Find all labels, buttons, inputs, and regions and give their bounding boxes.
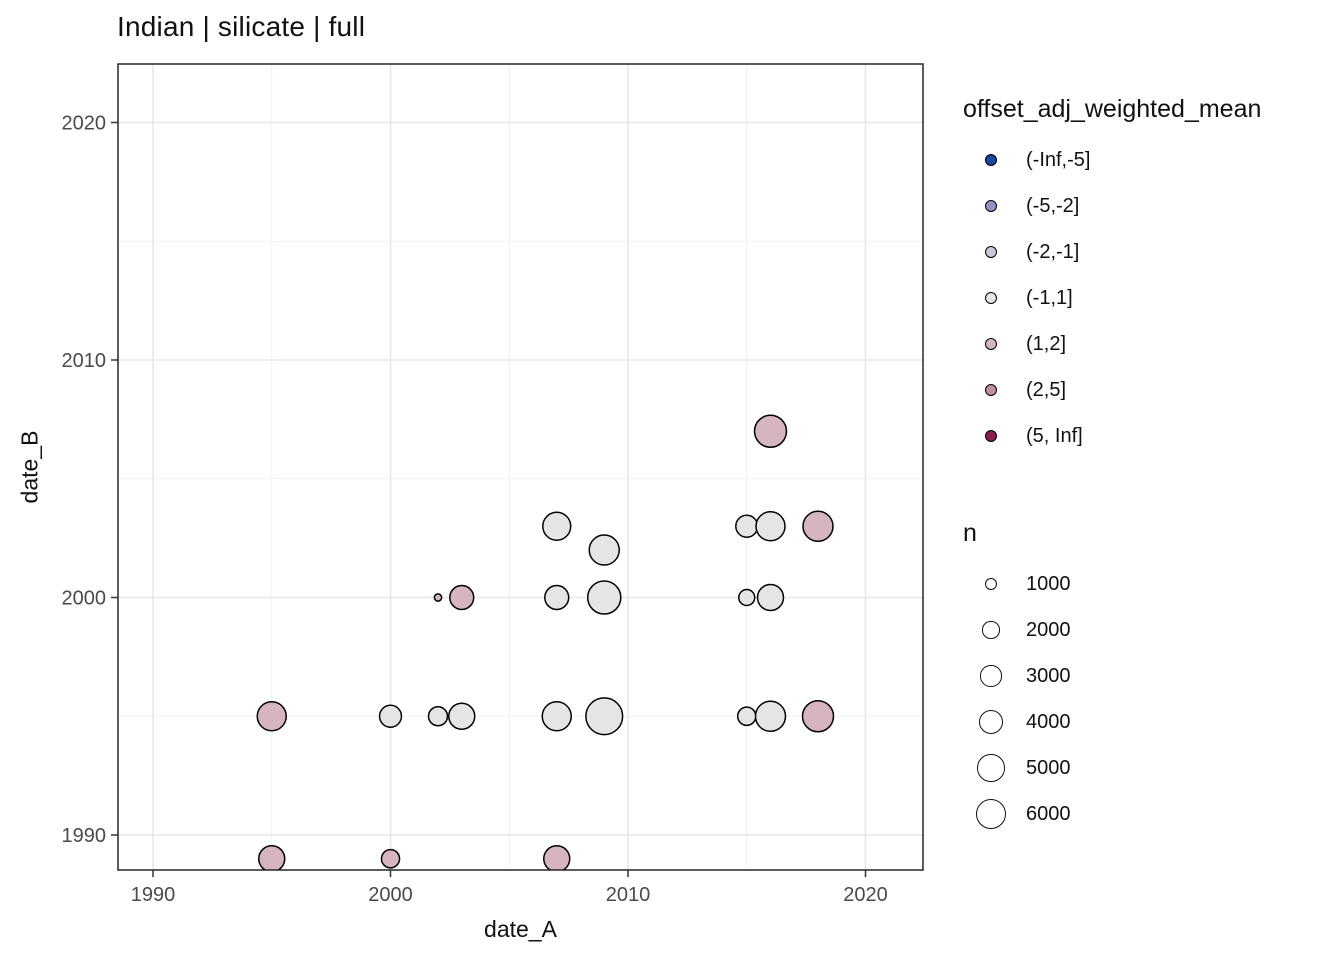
data-point [588,534,620,566]
color-legend-item: (-2,-1] [963,229,1261,275]
data-point [427,706,449,727]
x-tick-label: 2020 [843,884,888,906]
data-point [802,510,834,542]
data-point [378,704,403,728]
color-legend-label: (-Inf,-5] [1026,148,1091,171]
data-point [544,584,570,611]
size-legend-label: 3000 [1026,664,1071,687]
legend-key-box [963,430,1019,442]
data-point [380,848,401,869]
data-point [586,580,622,615]
color-legend-item: (-1,1] [963,275,1261,321]
legend-key-box [963,665,1019,687]
color-legend-label: (-1,1] [1026,286,1073,309]
y-tick-label: 2010 [62,350,107,372]
data-point [543,845,571,870]
size-legend-item: 2000 [963,607,1071,653]
color-legend-item: (-5,-2] [963,183,1261,229]
data-point [449,584,475,611]
color-legend-items: (-Inf,-5] (-5,-2] (-2,-1] (-1,1] (1,2] (2,5] (… [963,137,1261,459]
data-point [754,700,787,732]
legend-key-box [963,154,1019,166]
size-legend-item: 1000 [963,561,1071,607]
size-legend-items: 1000 2000 3000 4000 5000 6000 [963,561,1071,837]
legend-key-box [963,621,1019,639]
size-swatch-icon [978,709,1004,735]
color-legend-item: (2,5] [963,367,1261,413]
legend-key-box [963,709,1019,735]
panel-background [118,64,923,870]
size-legend-item: 6000 [963,791,1071,837]
plot-title: Indian | silicate | full [117,11,366,42]
data-point [738,588,756,607]
size-legend-item: 3000 [963,653,1071,699]
size-legend: n 1000 2000 3000 4000 5000 6000 [963,518,1071,837]
color-swatch-icon [985,154,997,166]
data-point [256,701,287,732]
color-legend: offset_adj_weighted_mean (-Inf,-5] (-5,-2… [963,94,1261,459]
color-legend-label: (-5,-2] [1026,194,1080,217]
data-point [433,593,443,602]
color-swatch-icon [985,384,997,396]
data-point [585,697,624,736]
size-swatch-icon [984,577,998,591]
color-legend-item: (1,2] [963,321,1261,367]
color-legend-label: (5, Inf] [1026,424,1083,447]
size-swatch-icon [977,754,1005,782]
size-swatch-icon [976,799,1006,829]
size-legend-title: n [963,519,977,547]
y-tick-label: 1990 [62,825,107,847]
data-point [542,511,572,541]
color-legend-label: (1,2] [1026,332,1067,355]
color-swatch-icon [985,430,997,442]
size-legend-item: 4000 [963,699,1071,745]
data-point [448,702,476,730]
legend-key-box [963,384,1019,396]
color-swatch-icon [985,246,997,258]
size-legend-label: 4000 [1026,710,1071,733]
data-point [258,845,286,870]
y-axis-title: date_B [16,430,43,504]
legend-key-box [963,754,1019,782]
size-swatch-icon [982,621,1000,639]
size-legend-label: 5000 [1026,756,1071,779]
legend-key-box [963,799,1019,829]
size-legend-item: 5000 [963,745,1071,791]
legend-key-box [963,577,1019,591]
x-tick-label: 2010 [606,884,651,906]
data-point [756,583,785,612]
legend-key-box [963,338,1019,350]
data-point [541,701,572,732]
color-legend-label: (2,5] [1026,378,1067,401]
data-point [736,706,757,727]
legend-key-box [963,292,1019,304]
x-axis-title: date_A [484,916,557,942]
legend-key-box [963,200,1019,212]
color-legend-label: (-2,-1] [1026,240,1080,263]
size-legend-label: 2000 [1026,618,1071,641]
legend-key-box [963,246,1019,258]
size-legend-label: 1000 [1026,572,1071,595]
size-swatch-icon [980,665,1002,687]
data-point [755,511,786,542]
color-legend-item: (5, Inf] [963,413,1261,459]
y-tick-label: 2020 [62,113,107,135]
x-tick-label: 1990 [131,884,176,906]
x-tick-label: 2000 [368,884,413,906]
data-point [753,414,788,448]
y-tick-label: 2000 [62,588,107,610]
size-legend-label: 6000 [1026,802,1071,825]
panel-border [117,63,924,871]
color-legend-item: (-Inf,-5] [963,137,1261,183]
color-legend-title: offset_adj_weighted_mean [963,95,1262,123]
color-swatch-icon [985,292,997,304]
data-point [801,700,835,733]
points-layer [256,414,835,870]
color-swatch-icon [985,200,997,212]
data-point [735,514,759,538]
color-swatch-icon [985,338,997,350]
